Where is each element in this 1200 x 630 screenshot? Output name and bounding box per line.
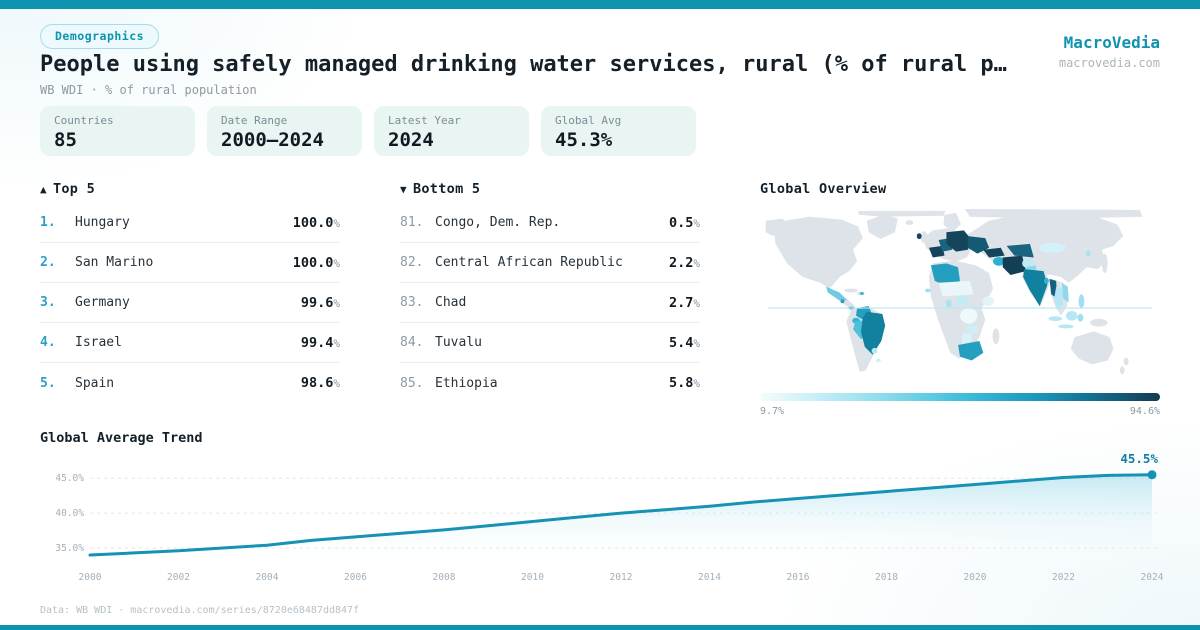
stat-card: Date Range 2000—2024 xyxy=(207,106,362,156)
country-value: 2.2% xyxy=(668,254,700,271)
ranking-row: 82. Central African Republic 2.2% xyxy=(400,243,700,283)
svg-text:2016: 2016 xyxy=(787,572,810,583)
color-scale-bar xyxy=(760,393,1160,401)
stat-label: Countries xyxy=(54,114,114,127)
country-name: Ethiopia xyxy=(435,375,498,391)
country-name: Germany xyxy=(75,295,130,310)
country-value: 5.8% xyxy=(668,375,700,391)
ranking-row: 3. Germany 99.6% xyxy=(40,283,340,323)
svg-text:2000: 2000 xyxy=(79,572,102,583)
top5-panel: ▲ Top 5 1. Hungary 100.0% 2. San Marino 1… xyxy=(40,181,340,403)
bottom-accent-bar xyxy=(0,625,1200,630)
rank-number: 4. xyxy=(40,335,56,350)
bottom5-header: ▼ Bottom 5 xyxy=(400,181,481,197)
map-colored-regions xyxy=(825,230,1091,363)
trend-panel: Global Average Trend 35.0% 40.0% 45.0% 2000… xyxy=(40,430,1164,590)
brand-block: MacroVedia macrovedia.com xyxy=(1059,33,1160,70)
svg-text:2008: 2008 xyxy=(433,572,456,583)
country-name: San Marino xyxy=(75,255,154,270)
trend-title: Global Average Trend xyxy=(40,430,203,446)
rank-number: 1. xyxy=(40,215,56,230)
stat-card: Countries 85 xyxy=(40,106,195,156)
svg-text:2002: 2002 xyxy=(167,572,190,583)
country-name: Spain xyxy=(75,375,115,391)
global-overview-panel: Global Overview xyxy=(760,181,1160,417)
rank-number: 82. xyxy=(400,255,424,270)
svg-text:45.0%: 45.0% xyxy=(55,473,84,484)
triangle-up-icon: ▲ xyxy=(40,183,47,196)
country-name: Central African Republic xyxy=(435,255,623,270)
country-name: Hungary xyxy=(75,215,130,230)
svg-text:2010: 2010 xyxy=(521,572,544,583)
bottom5-panel: ▼ Bottom 5 81. Congo, Dem. Rep. 0.5% 82. … xyxy=(400,181,700,403)
svg-text:2024: 2024 xyxy=(1141,572,1164,583)
ranking-row: 83. Chad 2.7% xyxy=(400,283,700,323)
page-subtitle: WB WDI · % of rural population xyxy=(40,83,257,97)
rank-number: 83. xyxy=(400,295,424,310)
country-value: 2.7% xyxy=(668,294,700,311)
country-value: 5.4% xyxy=(668,334,700,351)
rank-number: 84. xyxy=(400,335,424,350)
stat-label: Global Avg xyxy=(555,114,622,127)
stat-value: 45.3% xyxy=(555,129,613,151)
country-value: 98.6% xyxy=(300,375,340,391)
stat-cards: Countries 85 Date Range 2000—2024 Latest… xyxy=(40,106,696,156)
stat-value: 2024 xyxy=(388,129,434,151)
svg-text:2004: 2004 xyxy=(256,572,279,583)
scale-max-label: 94.6% xyxy=(1129,406,1160,417)
category-badge: Demographics xyxy=(40,24,160,49)
country-value: 100.0% xyxy=(292,214,340,231)
ranking-row: 2. San Marino 100.0% xyxy=(40,243,340,283)
country-name: Israel xyxy=(75,335,122,350)
rank-number: 81. xyxy=(400,215,424,230)
svg-text:2022: 2022 xyxy=(1052,572,1075,583)
country-value: 100.0% xyxy=(292,254,340,271)
rank-number: 2. xyxy=(40,255,56,270)
trend-chart: 35.0% 40.0% 45.0% 2000 2002 2004 2006 2008 2010 2… xyxy=(55,451,1163,583)
svg-text:2006: 2006 xyxy=(344,572,367,583)
scale-min-label: 9.7% xyxy=(760,406,785,417)
ranking-row: 4. Israel 99.4% xyxy=(40,323,340,363)
svg-text:40.0%: 40.0% xyxy=(55,508,84,519)
svg-text:2014: 2014 xyxy=(698,572,721,583)
stat-card: Global Avg 45.3% xyxy=(541,106,696,156)
triangle-down-icon: ▼ xyxy=(400,183,407,196)
world-map: 9.7% 94.6% xyxy=(760,207,1160,417)
country-name: Chad xyxy=(435,295,467,310)
brand-name: MacroVedia xyxy=(1063,33,1160,52)
ranking-row: 1. Hungary 100.0% xyxy=(40,203,340,243)
stat-card: Latest Year 2024 xyxy=(374,106,529,156)
svg-text:2020: 2020 xyxy=(964,572,987,583)
map-title: Global Overview xyxy=(760,181,887,197)
brand-domain: macrovedia.com xyxy=(1058,56,1160,70)
ranking-row: 5. Spain 98.6% xyxy=(40,363,340,403)
top-accent-bar xyxy=(0,0,1200,9)
stat-label: Date Range xyxy=(221,114,288,127)
country-value: 99.4% xyxy=(300,334,340,351)
country-name: Congo, Dem. Rep. xyxy=(435,215,561,230)
ranking-row: 81. Congo, Dem. Rep. 0.5% xyxy=(400,203,700,243)
ranking-row: 84. Tuvalu 5.4% xyxy=(400,323,700,363)
page-title: People using safely managed drinking wat… xyxy=(40,52,1007,77)
top5-header: ▲ Top 5 xyxy=(40,181,96,197)
stat-value: 2000—2024 xyxy=(221,129,324,151)
country-name: Tuvalu xyxy=(435,335,482,350)
svg-text:2012: 2012 xyxy=(610,572,633,583)
country-value: 0.5% xyxy=(668,214,700,231)
rank-number: 85. xyxy=(400,375,424,391)
country-value: 99.6% xyxy=(300,294,340,311)
footer-attribution: Data: WB WDI · macrovedia.com/series/872… xyxy=(40,605,360,616)
svg-text:45.5%: 45.5% xyxy=(1120,451,1158,466)
stat-label: Latest Year xyxy=(388,114,461,127)
ranking-row: 85. Ethiopia 5.8% xyxy=(400,363,700,403)
svg-text:35.0%: 35.0% xyxy=(55,543,84,554)
rank-number: 3. xyxy=(40,295,56,310)
svg-text:2018: 2018 xyxy=(875,572,898,583)
world-map-svg xyxy=(765,208,1153,397)
stat-value: 85 xyxy=(54,129,77,151)
rank-number: 5. xyxy=(40,375,56,391)
